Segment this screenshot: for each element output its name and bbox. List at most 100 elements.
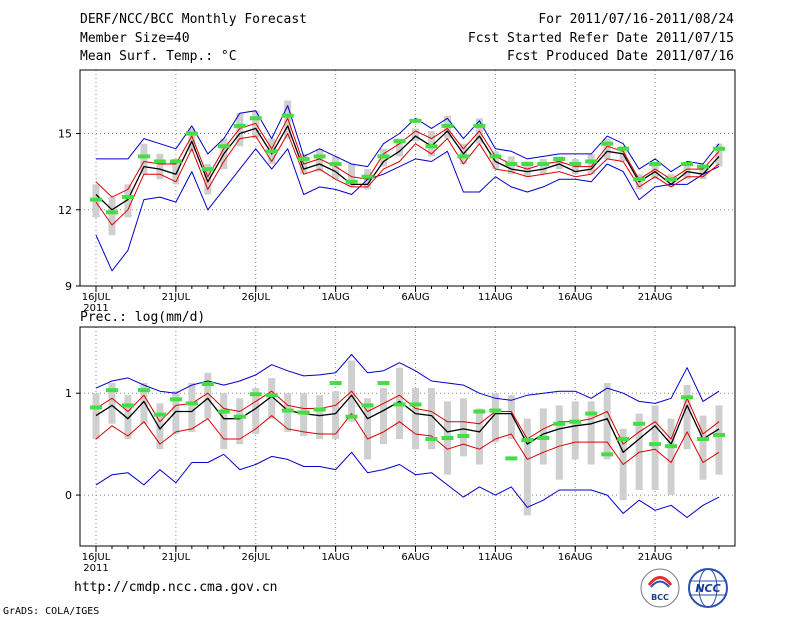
prec-observed-mark: [313, 407, 326, 412]
prec-observed-mark: [473, 409, 486, 414]
prec-spread-box: [92, 393, 100, 440]
temp-observed-mark: [537, 162, 550, 167]
temp-ytick-label: 9: [65, 280, 72, 293]
prec-observed-mark: [505, 456, 518, 461]
prec-observed-mark: [441, 436, 454, 441]
prec-spread-box: [651, 405, 659, 490]
prec-xtick-label: 16JUL: [82, 552, 111, 563]
prec-frame: [79, 326, 736, 547]
prec-spread-box: [140, 383, 148, 424]
temp-spread-box: [108, 197, 116, 236]
temp-observed-mark: [217, 144, 230, 149]
temp-observed-mark: [441, 123, 454, 128]
temp-xtick-label: 11AUG: [478, 292, 513, 303]
prec-observed-mark: [249, 392, 262, 397]
source-url[interactable]: http://cmdp.ncc.cma.gov.cn: [74, 580, 278, 595]
temp-observed-mark: [105, 210, 118, 215]
prec-spread-box: [683, 385, 691, 450]
ncc-globe-logo: NCC: [688, 568, 728, 608]
produced-date: Fcst Produced Date 2011/07/16: [507, 49, 734, 64]
temp-spread-box: [204, 164, 212, 195]
temp-spread-box: [715, 143, 723, 167]
variable-label: Mean Surf. Temp.: °C: [80, 49, 237, 64]
temp-observed-mark: [153, 159, 166, 164]
prec-observed-mark: [153, 412, 166, 417]
prec-observed-mark: [713, 432, 725, 437]
prec-observed-mark: [217, 409, 230, 414]
precip-panel-title: Prec.: log(mm/d): [80, 310, 206, 325]
prec-spread-box: [204, 372, 212, 419]
prec-spread-box: [555, 405, 563, 480]
prec-observed-mark: [137, 388, 150, 393]
prec-observed-mark: [361, 403, 374, 408]
bcc-logo: BCC: [640, 568, 680, 608]
prec-spread-box: [188, 383, 196, 432]
temp-observed-mark: [425, 144, 438, 149]
temp-ytick-label: 15: [58, 128, 72, 141]
prec-observed-mark: [105, 388, 118, 393]
temp-xtick-label: 1AUG: [321, 292, 349, 303]
prec-spread-box: [380, 388, 388, 445]
temp-observed-mark: [297, 156, 310, 161]
prec-observed-mark: [633, 421, 646, 426]
temp-year-label: 2011: [83, 303, 108, 314]
temp-spread-box: [252, 110, 260, 139]
temp-upper-line: [95, 117, 720, 198]
prec-observed-mark: [665, 444, 678, 449]
prec-observed-mark: [201, 382, 214, 387]
temp-observed-mark: [601, 141, 614, 146]
temp-observed-mark: [553, 156, 566, 161]
prec-mean-line: [95, 394, 720, 453]
temp-mean-line: [95, 125, 720, 211]
temp-xtick-label: 16AUG: [558, 292, 593, 303]
prec-spread-box: [108, 383, 116, 424]
temp-observed-mark: [409, 118, 422, 123]
temp-spread-box: [348, 164, 356, 187]
prec-observed-mark: [489, 408, 502, 413]
temp-observed-mark: [393, 139, 406, 144]
temp-observed-mark: [201, 167, 214, 172]
prec-xtick-label: 26JUL: [241, 552, 270, 563]
temp-observed-mark: [90, 197, 102, 202]
temp-observed-mark: [665, 177, 678, 182]
prec-spread-box: [411, 388, 419, 450]
prec-observed-mark: [585, 411, 598, 416]
prec-year-label: 2011: [83, 563, 108, 574]
prec-observed-mark: [457, 433, 470, 438]
temp-observed-mark: [329, 162, 342, 167]
temp-observed-mark: [457, 154, 470, 159]
prec-xtick-label: 21AUG: [638, 552, 673, 563]
prec-observed-mark: [329, 381, 342, 386]
temp-spread-box: [411, 128, 419, 142]
temp-observed-mark: [361, 174, 374, 179]
temp-spread-box: [491, 151, 499, 170]
temp-observed-mark: [681, 162, 694, 167]
prec-observed-mark: [393, 402, 406, 407]
prec-spread-box: [364, 398, 372, 460]
temp-spread-box: [587, 153, 595, 175]
temp-spread-box: [539, 158, 547, 175]
prec-observed-mark: [169, 397, 182, 402]
prec-max-line: [95, 354, 720, 404]
prec-xtick-label: 11AUG: [478, 552, 513, 563]
temp-observed-mark: [137, 154, 150, 159]
prec-ytick-label: 0: [65, 489, 72, 502]
prec-observed-mark: [121, 403, 134, 408]
prec-observed-mark: [409, 402, 422, 407]
prec-observed-mark: [617, 437, 630, 442]
prec-spread-box: [252, 388, 260, 434]
temp-spread-box: [651, 161, 659, 180]
prec-lower-line: [95, 413, 720, 465]
prec-spread-box: [236, 398, 244, 445]
temp-spread-box: [124, 184, 132, 218]
prec-observed-mark: [697, 437, 710, 442]
prec-spread-box: [332, 391, 340, 440]
temp-xtick-label: 21AUG: [638, 292, 673, 303]
temp-observed-mark: [313, 154, 326, 159]
temp-spread-box: [316, 148, 324, 172]
prec-xtick-label: 6AUG: [401, 552, 429, 563]
temp-spread-box: [172, 158, 180, 185]
temp-xtick-label: 21JUL: [162, 292, 191, 303]
